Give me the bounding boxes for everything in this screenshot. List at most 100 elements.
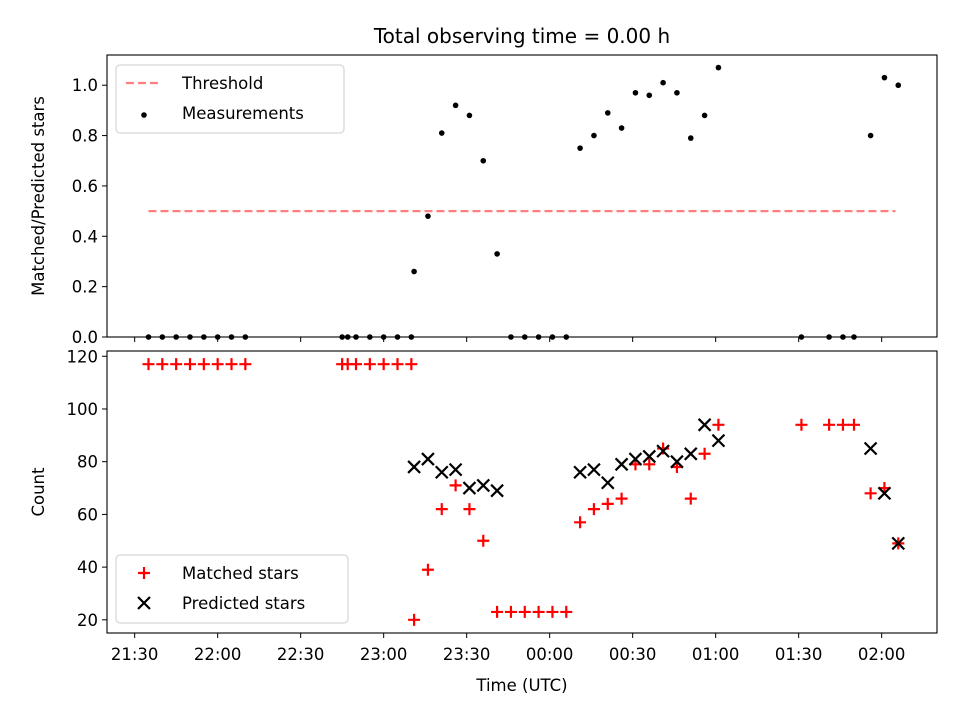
y-tick-label: 0.2 [72, 278, 98, 297]
matched-star-marker [491, 605, 504, 618]
legend-predicted-swatch [137, 596, 151, 610]
x-axis-label: Time (UTC) [475, 676, 567, 695]
matched-star-marker [823, 418, 836, 431]
predicted-star-marker [600, 475, 615, 490]
matched-star-marker [518, 605, 531, 618]
measurement-point [466, 112, 473, 119]
matched-star-marker [587, 503, 600, 516]
y-tick-label: 80 [77, 453, 98, 472]
measurement-point [591, 132, 597, 139]
y-tick-label: 20 [77, 611, 98, 630]
predicted-star-marker [642, 449, 657, 464]
matched-star-marker [363, 358, 376, 371]
legend-measurement-swatch [141, 112, 147, 118]
y-axis-label: Matched/Predicted stars [29, 96, 48, 296]
matched-star-marker [156, 358, 169, 371]
y-tick-label: 0.6 [72, 177, 98, 196]
measurement-point [425, 213, 431, 219]
predicted-star-marker [891, 536, 906, 551]
measurement-point [577, 145, 583, 151]
matched-star-marker [449, 479, 462, 492]
matched-star-marker [574, 516, 587, 529]
measurement-point [411, 268, 417, 275]
predicted-star-marker [407, 460, 421, 474]
x-tick-label: 00:30 [609, 645, 657, 664]
measurement-point [881, 74, 888, 81]
matched-star-marker [350, 358, 362, 371]
x-tick-label: 02:00 [858, 645, 906, 664]
matched-star-marker [836, 418, 849, 431]
matched-star-marker [184, 358, 196, 371]
matched-star-marker [615, 492, 628, 505]
matched-star-marker [684, 492, 697, 505]
predicted-star-marker [434, 465, 449, 480]
matched-star-marker [848, 418, 860, 431]
matched-star-marker [864, 487, 877, 500]
predicted-star-marker [490, 483, 504, 498]
matched-star-marker [421, 563, 434, 576]
legend-box [115, 554, 349, 624]
legend: Matched stars Predicted stars [115, 554, 349, 624]
legend-matched-swatch [138, 567, 150, 579]
measurement-point [494, 251, 500, 257]
x-tick-label: 23:30 [443, 645, 491, 664]
predicted-star-marker [697, 418, 712, 432]
measurement-point [674, 89, 680, 96]
predicted-star-marker [614, 457, 629, 472]
matched-star-marker [795, 418, 808, 431]
measurement-point [701, 112, 708, 119]
predicted-star-marker [656, 444, 670, 458]
matched-star-marker [408, 613, 421, 626]
matched-star-marker [197, 358, 210, 371]
y-tick-label: 0.0 [72, 328, 98, 347]
matched-star-marker [435, 503, 448, 516]
predicted-star-marker [421, 452, 435, 466]
matched-star-marker [546, 605, 559, 618]
legend-entry: Matched stars [182, 564, 299, 583]
axes-frame [106, 54, 938, 338]
matched-star-marker [377, 358, 390, 371]
matched-star-marker [712, 418, 725, 431]
x-tick-label: 23:00 [360, 645, 408, 664]
y-tick-label: 60 [77, 505, 98, 524]
matched-star-marker [405, 358, 418, 371]
matched-star-marker [560, 605, 573, 618]
measurement-point [715, 64, 722, 71]
x-tick-label: 22:00 [194, 645, 242, 664]
predicted-star-marker [628, 452, 643, 466]
predicted-star-marker [670, 454, 684, 469]
x-tick-label: 01:30 [775, 645, 823, 664]
matched-star-marker [225, 358, 238, 371]
matched-star-marker [601, 497, 614, 510]
measurement-point [452, 102, 459, 109]
predicted-star-marker [683, 447, 698, 461]
measurement-point [895, 82, 902, 89]
predicted-star-marker [573, 465, 587, 480]
measurement-point [618, 125, 625, 131]
legend-entry: Threshold [181, 74, 263, 93]
legend: Threshold Measurements [115, 64, 345, 134]
y-tick-label: 100 [67, 400, 99, 419]
y-tick-label: 0.8 [72, 127, 98, 146]
chart-title: Total observing time = 0.00 h [373, 24, 670, 48]
x-tick-label: 01:00 [692, 645, 740, 664]
matched-star-marker [142, 358, 155, 371]
x-tick-label: 22:30 [277, 645, 325, 664]
matched-star-marker [170, 358, 183, 371]
measurement-point [438, 130, 445, 136]
measurement-point [687, 135, 694, 141]
matched-star-marker [698, 447, 711, 460]
x-tick-label: 00:00 [526, 645, 574, 664]
predicted-star-marker [863, 441, 878, 456]
matched-star-marker [239, 358, 252, 371]
y-tick-label: 1.0 [72, 76, 98, 95]
predicted-star-marker [587, 462, 601, 477]
predicted-star-marker [476, 478, 491, 493]
matched-star-marker [463, 503, 476, 516]
predicted-star-marker [877, 486, 892, 501]
matched-star-marker [211, 358, 224, 371]
measurement-point [632, 89, 639, 96]
predicted-star-marker [711, 433, 726, 448]
matched-star-marker [391, 358, 404, 371]
